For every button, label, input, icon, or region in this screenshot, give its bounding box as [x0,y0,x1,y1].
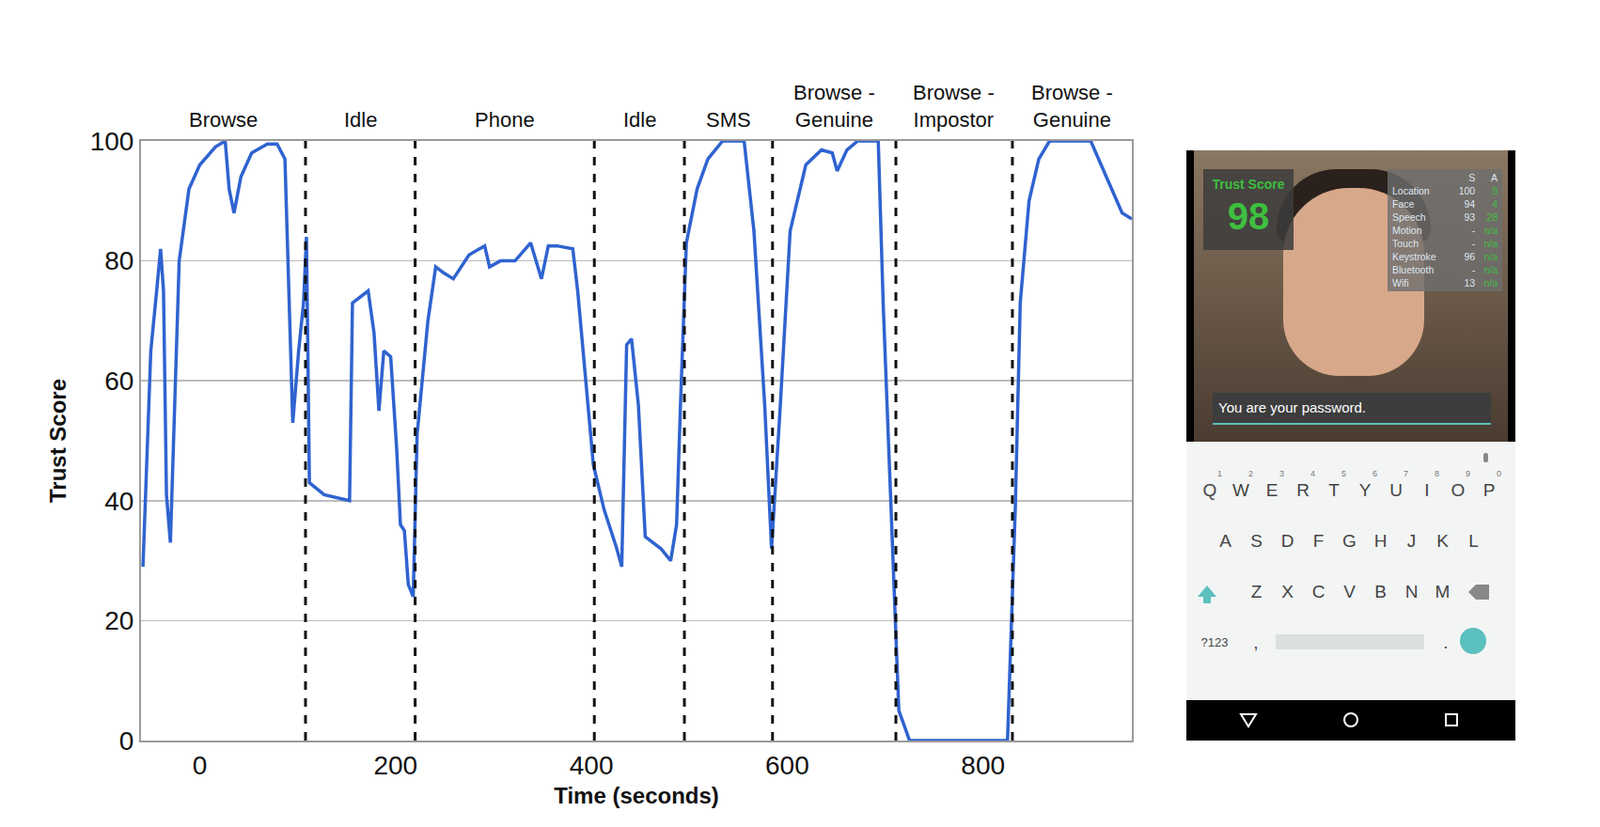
html-text:B: B [1374,581,1387,602]
html-text:K: K [1436,531,1449,551]
html-text:13: 13 [1464,277,1476,289]
html-text:Location: Location [1392,185,1430,197]
html-text:S: S [1468,172,1476,184]
svg-text:Browse -Impostor: Browse -Impostor [912,80,995,132]
html-text:Speech: Speech [1392,211,1426,223]
html-text:T: T [1328,480,1340,501]
html-text:R: R [1296,480,1310,501]
html-text:D: D [1280,531,1294,551]
svg-text:SMS: SMS [705,108,752,132]
html-text:0: 0 [1496,469,1502,479]
html-text:n/a: n/a [1483,277,1498,289]
html-text:4: 4 [1310,469,1316,479]
html-text:Bluetooth: Bluetooth [1392,264,1434,276]
html-text:M: M [1435,581,1450,602]
html-text:Wifi: Wifi [1392,277,1409,289]
html-text:W: W [1232,480,1250,501]
html-text:L: L [1468,531,1479,551]
svg-text:Trust Score: Trust Score [45,378,71,503]
html-text:F: F [1312,531,1324,551]
svg-text:Phone: Phone [474,108,535,132]
svg-text:Browse -Genuine: Browse -Genuine [793,80,876,132]
html-text:?123: ?123 [1200,635,1229,650]
html-text:Touch: Touch [1392,237,1419,250]
html-text:Q: Q [1202,480,1217,501]
html-text:9: 9 [1465,469,1471,479]
html-text:Trust Score: Trust Score [1212,176,1285,192]
html-text:U: U [1389,480,1403,501]
svg-text:800: 800 [960,751,1005,781]
html-text:7: 7 [1403,469,1409,479]
html-text:5: 5 [1341,469,1347,479]
html-text:C: C [1311,581,1325,602]
html-text:Face: Face [1392,198,1415,210]
html-text:Y: Y [1359,480,1371,501]
svg-text:20: 20 [104,606,134,636]
html-text:A: A [1219,531,1232,551]
svg-text:Browse -Genuine: Browse -Genuine [1031,80,1114,132]
html-text:V: V [1343,581,1356,602]
svg-text:0: 0 [192,751,208,781]
html-text:G: G [1342,531,1357,551]
html-text:S: S [1250,531,1263,551]
html-text:O: O [1451,480,1466,501]
html-text:Motion: Motion [1392,224,1422,236]
html-text:E: E [1265,480,1278,501]
html-text:98: 98 [1227,195,1270,237]
svg-text:600: 600 [765,751,810,781]
html-text:H: H [1374,531,1387,551]
html-text:4: 4 [1492,198,1498,210]
svg-text:0: 0 [119,726,135,756]
svg-text:400: 400 [569,751,614,781]
svg-text:40: 40 [104,486,134,517]
html-text:2: 2 [1248,469,1254,479]
html-text:A: A [1490,172,1498,184]
html-text:Z: Z [1250,581,1262,602]
svg-text:200: 200 [373,751,418,781]
html-text:Keystroke: Keystroke [1392,250,1437,263]
html-text:I: I [1424,480,1430,501]
html-text:n/a: n/a [1483,224,1498,236]
html-text:n/a: n/a [1483,237,1498,250]
html-text:J: J [1407,531,1417,551]
svg-text:Time (seconds): Time (seconds) [553,783,720,809]
html-text:n/a: n/a [1483,264,1498,276]
svg-text:Idle: Idle [623,108,657,132]
svg-text:60: 60 [104,366,134,396]
html-text:96: 96 [1464,250,1476,263]
svg-text:Browse: Browse [188,108,258,132]
html-text:93: 93 [1464,211,1476,223]
html-text:28: 28 [1486,211,1498,223]
svg-text:80: 80 [104,246,134,276]
svg-text:100: 100 [90,126,135,157]
html-text:1: 1 [1217,469,1223,479]
html-text:100: 100 [1458,185,1476,197]
html-text:3: 3 [1279,469,1285,479]
html-text:6: 6 [1372,469,1378,479]
html-text:You are your password.: You are your password. [1218,399,1366,416]
html-text:N: N [1405,581,1419,602]
svg-text:Idle: Idle [344,108,377,132]
html-text:94: 94 [1464,198,1476,210]
html-text:X: X [1281,581,1294,602]
html-text:n/a: n/a [1483,250,1498,263]
html-text:P: P [1483,480,1495,501]
html-text:8: 8 [1434,469,1440,479]
html-text:8: 8 [1492,185,1498,197]
